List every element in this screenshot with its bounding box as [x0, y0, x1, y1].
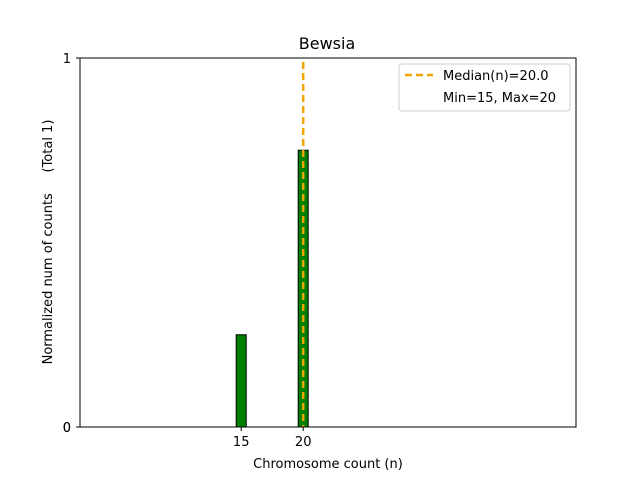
bar-15 [235, 334, 247, 428]
x-tick-label-20: 20 [295, 435, 312, 450]
legend-minmax-label: Min=15, Max=20 [443, 91, 556, 106]
y-tick-label-1: 0 [63, 421, 71, 436]
y-tick-label-0: 0 [63, 421, 71, 436]
plot-frame [79, 57, 577, 428]
legend-box [398, 63, 571, 112]
legend-median-label: Median(n)=20.0 [443, 69, 549, 84]
x-axis-label: Chromosome count (n) [253, 457, 403, 472]
y-tick-label-2: 1 [63, 52, 71, 67]
y-axis-label: Normalized num of counts (Total 1) [41, 120, 56, 365]
x-tick-label-15: 15 [233, 435, 250, 450]
chart-title: Bewsia [299, 34, 356, 53]
y-axis-ticks: 001 [63, 52, 80, 436]
x-axis-ticks: 15 20 [233, 427, 312, 450]
legend: Median(n)=20.0 Min=15, Max=20 [398, 63, 571, 112]
